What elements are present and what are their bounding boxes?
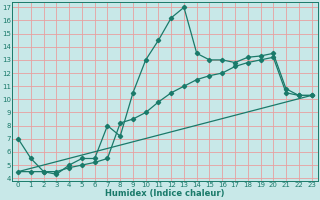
X-axis label: Humidex (Indice chaleur): Humidex (Indice chaleur) [105,189,225,198]
